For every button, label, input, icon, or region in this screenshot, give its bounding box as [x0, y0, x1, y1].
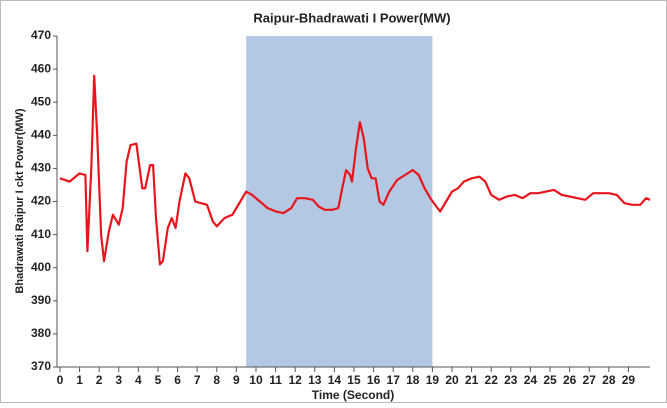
y-axis-label: Bhadrawati Raipur I ckt Power(MW) [14, 108, 26, 294]
x-tick-label: 21 [465, 373, 479, 387]
y-tick-label: 370 [31, 359, 51, 373]
x-tick-label: 17 [387, 373, 401, 387]
x-tick-label: 28 [602, 373, 616, 387]
y-tick-label: 400 [31, 260, 51, 274]
x-tick-label: 9 [233, 373, 240, 387]
x-tick-label: 6 [174, 373, 181, 387]
x-tick-label: 26 [563, 373, 577, 387]
x-tick-label: 15 [347, 373, 361, 387]
x-tick-label: 2 [96, 373, 103, 387]
x-tick-label: 13 [308, 373, 322, 387]
y-tick-label: 380 [31, 326, 51, 340]
x-tick-label: 24 [524, 373, 538, 387]
y-tick-label: 390 [31, 293, 51, 307]
x-tick-label: 3 [115, 373, 122, 387]
x-tick-label: 22 [485, 373, 499, 387]
x-tick-label: 14 [328, 373, 342, 387]
y-tick-label: 460 [31, 61, 51, 75]
x-tick-label: 23 [504, 373, 518, 387]
x-tick-label: 12 [289, 373, 303, 387]
x-tick-label: 18 [406, 373, 420, 387]
x-tick-label: 5 [155, 373, 162, 387]
y-tick-label: 420 [31, 194, 51, 208]
x-tick-label: 29 [622, 373, 636, 387]
y-tick-label: 410 [31, 227, 51, 241]
x-tick-label: 1 [76, 373, 83, 387]
x-tick-label: 19 [426, 373, 440, 387]
x-tick-label: 8 [213, 373, 220, 387]
y-tick-label: 430 [31, 161, 51, 175]
x-tick-label: 4 [135, 373, 142, 387]
x-tick-label: 11 [269, 373, 282, 387]
x-axis-label: Time (Second) [312, 388, 394, 402]
y-tick-label: 440 [31, 127, 51, 141]
x-tick-label: 27 [583, 373, 597, 387]
chart-title: Raipur-Bhadrawati I Power(MW) [253, 10, 450, 25]
y-tick-label: 450 [31, 94, 51, 108]
y-tick-label: 470 [31, 28, 51, 42]
x-tick-label: 20 [445, 373, 459, 387]
x-tick-label: 7 [194, 373, 201, 387]
data-line [59, 74, 651, 266]
x-tick-label: 0 [57, 373, 64, 387]
x-tick-label: 25 [543, 373, 557, 387]
x-tick-label: 16 [367, 373, 381, 387]
x-tick-label: 10 [249, 373, 263, 387]
